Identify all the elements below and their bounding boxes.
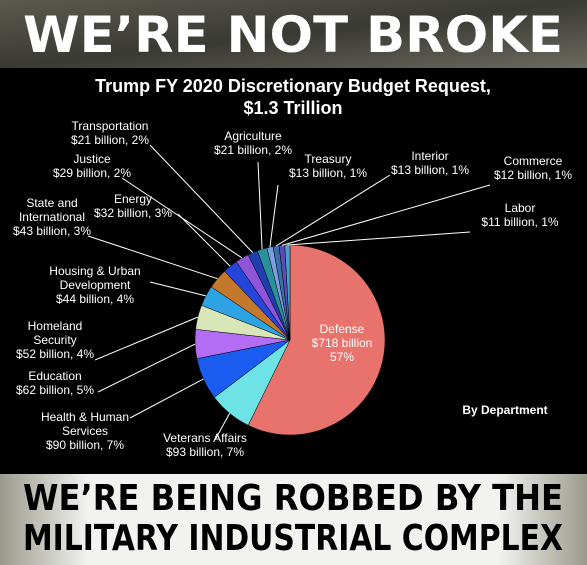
slice-label: Transportation <box>72 119 149 133</box>
top-banner: WE’RE NOT BROKE <box>23 6 563 64</box>
slice-label: Veterans Affairs <box>163 431 247 445</box>
value-label: $718 billion 57% <box>312 336 373 364</box>
leader-line <box>214 413 231 441</box>
leader-line <box>94 316 198 361</box>
slice-label: Agriculture <box>224 129 282 143</box>
bottom-banner: WE’RE BEING ROBBED BY THE MILITARY INDUST… <box>23 478 563 559</box>
slice-label: Defense <box>320 322 365 336</box>
leader-line <box>257 161 263 250</box>
bottom-banner-bg <box>0 474 587 565</box>
slice-label: Energy <box>114 192 152 206</box>
value-label: $13 billion, 1% <box>391 163 469 177</box>
chart-title: Trump FY 2020 Discretionary Budget Reque… <box>95 76 491 118</box>
value-label: $52 billion, 4% <box>16 347 94 361</box>
value-label: $29 billion, 2% <box>53 166 131 180</box>
annotation: By Department <box>462 403 547 417</box>
value-label: $93 billion, 7% <box>166 445 244 459</box>
slice-label: Education <box>28 369 81 383</box>
leader-line <box>97 343 196 393</box>
slice-label: State and International <box>19 196 85 224</box>
slice-label: Health & Human Services <box>41 410 129 438</box>
slice-label: Justice <box>73 152 111 166</box>
value-label: $62 billion, 5% <box>16 383 94 397</box>
leader-line <box>275 174 391 247</box>
value-label: $43 billion, 3% <box>13 224 91 238</box>
value-label: $13 billion, 1% <box>289 166 367 180</box>
leader-line <box>269 184 279 248</box>
pie: Defense$718 billion 57%Veterans Affairs$9… <box>13 119 572 459</box>
leader-line <box>149 281 207 297</box>
slice-label: Labor <box>505 201 536 215</box>
slice-label: Homeland Security <box>28 319 83 347</box>
leader-line <box>121 177 243 259</box>
slice-label: Interior <box>411 149 448 163</box>
slice-label: Treasury <box>305 152 352 166</box>
value-label: $32 billion, 3% <box>94 206 172 220</box>
slice-label: Commerce <box>504 154 563 168</box>
leader-line <box>87 235 218 280</box>
value-label: $44 billion, 4% <box>56 292 134 306</box>
value-label: $21 billion, 2% <box>214 143 292 157</box>
leader-line <box>177 213 231 267</box>
value-label: $12 billion, 1% <box>494 168 572 182</box>
leader-line <box>281 184 491 246</box>
leader-line <box>149 144 254 253</box>
slice-label: Housing & Urban Development <box>49 264 140 292</box>
value-label: $11 billion, 1% <box>481 215 558 229</box>
value-label: $90 billion, 7% <box>46 438 124 452</box>
pie-slice <box>247 244 386 436</box>
leader-line <box>129 378 204 419</box>
leader-line <box>287 231 471 246</box>
top-banner-bg <box>0 0 587 68</box>
value-label: $21 billion, 2% <box>71 133 149 147</box>
